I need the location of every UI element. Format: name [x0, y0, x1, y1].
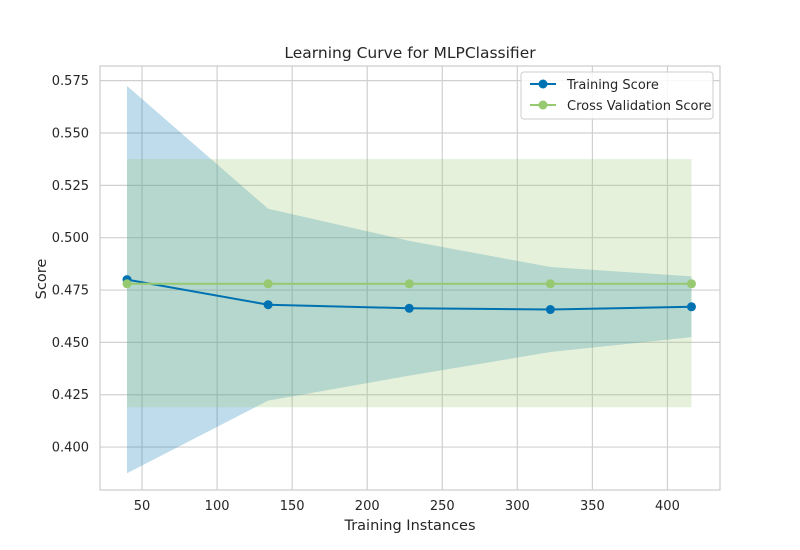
- plot-frame: [99, 65, 721, 491]
- y-tick-label: 0.450: [52, 336, 89, 351]
- legend-label-cv: Cross Validation Score: [567, 99, 712, 114]
- x-tick-label: 300: [505, 499, 530, 514]
- training-score-point: [686, 302, 696, 312]
- y-axis-ticks: 0.400 0.425 0.450 0.475 0.500 0.525 0.550 0.575: [52, 74, 89, 455]
- cv-score-point: [404, 279, 414, 289]
- training-score-point: [263, 300, 273, 310]
- cv-score-point: [263, 279, 273, 289]
- cv-score-point: [686, 279, 696, 289]
- y-tick-label: 0.525: [52, 179, 89, 194]
- legend-marker-cv: [538, 100, 548, 110]
- cv-score-point: [545, 279, 555, 289]
- x-tick-label: 200: [355, 499, 380, 514]
- training-score-point: [545, 305, 555, 315]
- y-tick-label: 0.400: [52, 441, 89, 456]
- x-tick-label: 50: [134, 499, 151, 514]
- y-tick-label: 0.575: [52, 74, 89, 89]
- x-tick-label: 350: [580, 499, 605, 514]
- legend-marker-training: [538, 79, 548, 89]
- training-score-point: [404, 303, 414, 313]
- x-axis-title: Training Instances: [343, 518, 475, 534]
- series-markers: [122, 275, 696, 315]
- x-axis-ticks: 50 100 150 200 250 300 350 400: [134, 499, 680, 514]
- y-tick-label: 0.425: [52, 388, 89, 403]
- cv-score-point: [122, 279, 132, 289]
- x-tick-label: 150: [280, 499, 305, 514]
- x-tick-label: 100: [205, 499, 230, 514]
- x-tick-label: 400: [655, 499, 680, 514]
- y-tick-label: 0.475: [52, 284, 89, 299]
- x-tick-label: 250: [430, 499, 455, 514]
- legend: Training Score Cross Validation Score: [520, 71, 714, 120]
- y-tick-label: 0.550: [52, 127, 89, 142]
- y-tick-label: 0.500: [52, 231, 89, 246]
- chart-title: Learning Curve for MLPClassifier: [284, 44, 536, 62]
- legend-box: [520, 71, 714, 120]
- plot-area: [100, 66, 720, 490]
- y-axis-title: Score: [34, 259, 50, 300]
- legend-label-training: Training Score: [566, 78, 659, 93]
